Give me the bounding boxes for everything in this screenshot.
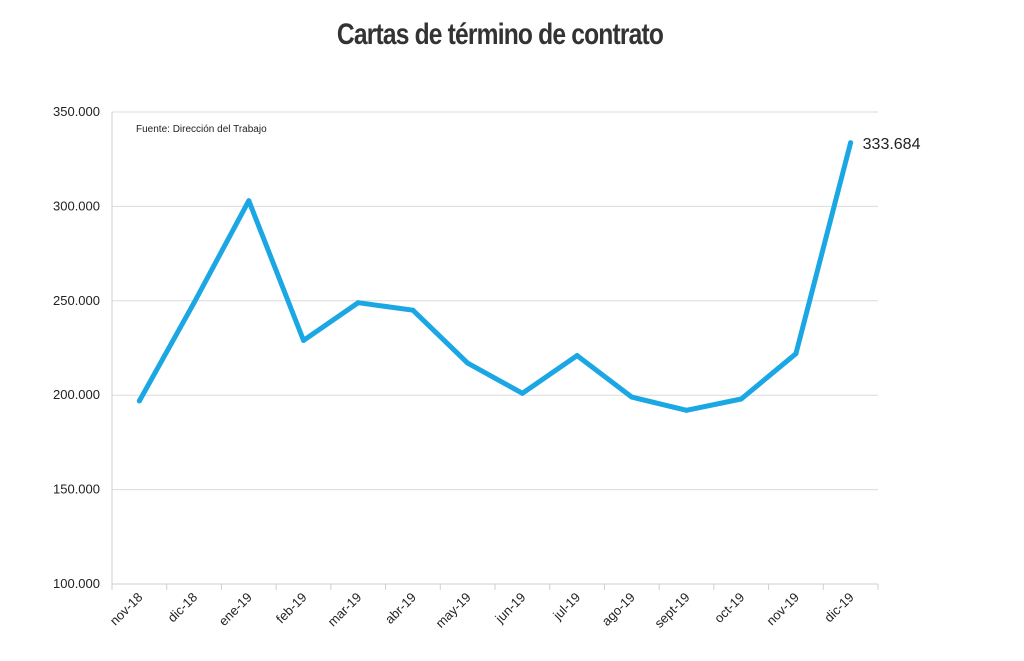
x-tick-label: oct-19 bbox=[711, 590, 747, 626]
data-point bbox=[410, 307, 416, 313]
source-note: Fuente: Dirección del Trabajo bbox=[136, 124, 267, 135]
gridlines bbox=[112, 111, 878, 491]
x-tick-label: dic-19 bbox=[821, 590, 857, 626]
chart-title: Cartas de término de contrato bbox=[336, 18, 664, 51]
data-point bbox=[574, 353, 580, 359]
data-labels: 333.684 bbox=[863, 136, 921, 153]
data-point bbox=[848, 140, 854, 146]
data-point bbox=[136, 398, 142, 404]
x-tick-label: mar-19 bbox=[325, 590, 365, 630]
data-point bbox=[519, 390, 525, 396]
y-tick-label: 150.000 bbox=[53, 482, 100, 497]
data-point bbox=[629, 394, 635, 400]
data-point bbox=[246, 198, 252, 204]
y-axis-tick-labels: 100.000 150.000 200.000 250.000 300.000 350.0… bbox=[53, 104, 100, 591]
x-tick-label: dic-18 bbox=[165, 590, 201, 626]
x-tick-label: ene-19 bbox=[216, 590, 255, 629]
series-line bbox=[136, 140, 854, 413]
data-point bbox=[684, 407, 689, 413]
x-tick-label: nov-19 bbox=[763, 590, 802, 629]
series bbox=[136, 140, 854, 413]
y-tick-label: 200.000 bbox=[53, 387, 100, 402]
x-tick-label: ago-19 bbox=[599, 590, 638, 629]
data-point bbox=[355, 300, 361, 306]
y-tick-label: 350.000 bbox=[53, 104, 100, 119]
x-tick-label: nov-18 bbox=[107, 590, 146, 629]
y-tick-label: 250.000 bbox=[53, 293, 100, 308]
x-tick-label: jun-19 bbox=[492, 590, 529, 627]
y-tick-label: 100.000 bbox=[53, 576, 100, 591]
y-tick-label: 300.000 bbox=[53, 198, 100, 213]
data-point bbox=[191, 300, 197, 306]
data-point bbox=[465, 360, 471, 366]
data-label: 333.684 bbox=[863, 136, 921, 153]
x-tick-label: sept-19 bbox=[651, 590, 692, 631]
data-point bbox=[301, 337, 306, 343]
x-axis-tick-labels: nov-18 dic-18 ene-19 feb-19 mar-19 abr-19 may-… bbox=[107, 590, 857, 631]
data-point bbox=[738, 396, 744, 402]
axes bbox=[111, 112, 879, 590]
data-point bbox=[793, 351, 799, 357]
x-tick-label: jul-19 bbox=[549, 590, 583, 624]
x-tick-label: abr-19 bbox=[382, 590, 419, 627]
x-tick-label: feb-19 bbox=[273, 590, 310, 627]
x-tick-label: may-19 bbox=[432, 590, 473, 631]
